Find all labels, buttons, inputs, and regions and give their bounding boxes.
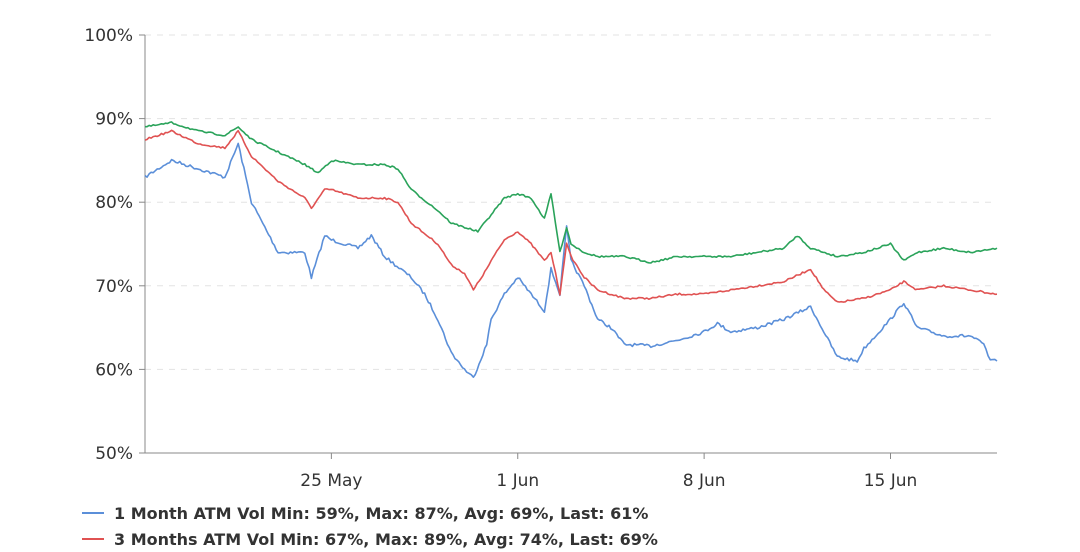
legend-series-name: 1 Month ATM Vol — [114, 503, 266, 523]
y-tick-label: 50% — [95, 444, 133, 464]
volatility-chart: 50% 60% 70% 80% 90% 100% 25 May 1 Jun 8 Jun 15 J… — [84, 26, 998, 491]
series-line-2 — [144, 129, 998, 303]
y-tick-label: 70% — [95, 277, 133, 297]
legend-item[interactable]: 1 Month ATM Vol Min: 59%, Max: 87%, Avg:… — [82, 500, 658, 526]
y-tick-label: 90% — [95, 110, 133, 130]
series-line-1 — [144, 142, 998, 378]
y-tick-label: 60% — [95, 360, 133, 380]
grid-lines — [145, 34, 997, 370]
y-tick-labels: 50% 60% 70% 80% 90% 100% — [84, 26, 133, 464]
legend-swatch — [82, 512, 104, 514]
series-lines — [144, 121, 998, 378]
axes — [139, 34, 997, 459]
x-tick-label: 25 May — [300, 471, 362, 491]
x-tick-labels: 25 May 1 Jun 8 Jun 15 Jun — [300, 471, 917, 491]
x-tick-label: 8 Jun — [683, 471, 726, 491]
y-tick-label: 80% — [95, 193, 133, 213]
x-tick-label: 15 Jun — [864, 471, 918, 491]
legend-series-summary: Min: 67%, Max: 89%, Avg: 74%, Last: 69% — [274, 529, 658, 549]
legend: 1 Month ATM Vol Min: 59%, Max: 87%, Avg:… — [82, 500, 658, 552]
x-tick-label: 1 Jun — [496, 471, 539, 491]
legend-swatch — [82, 538, 104, 540]
series-line-3 — [145, 121, 998, 264]
legend-item[interactable]: 3 Months ATM Vol Min: 67%, Max: 89%, Avg… — [82, 526, 658, 552]
legend-series-summary: Min: 59%, Max: 87%, Avg: 69%, Last: 61% — [265, 503, 649, 523]
y-tick-label: 100% — [84, 26, 133, 46]
legend-series-name: 3 Months ATM Vol — [114, 529, 275, 549]
